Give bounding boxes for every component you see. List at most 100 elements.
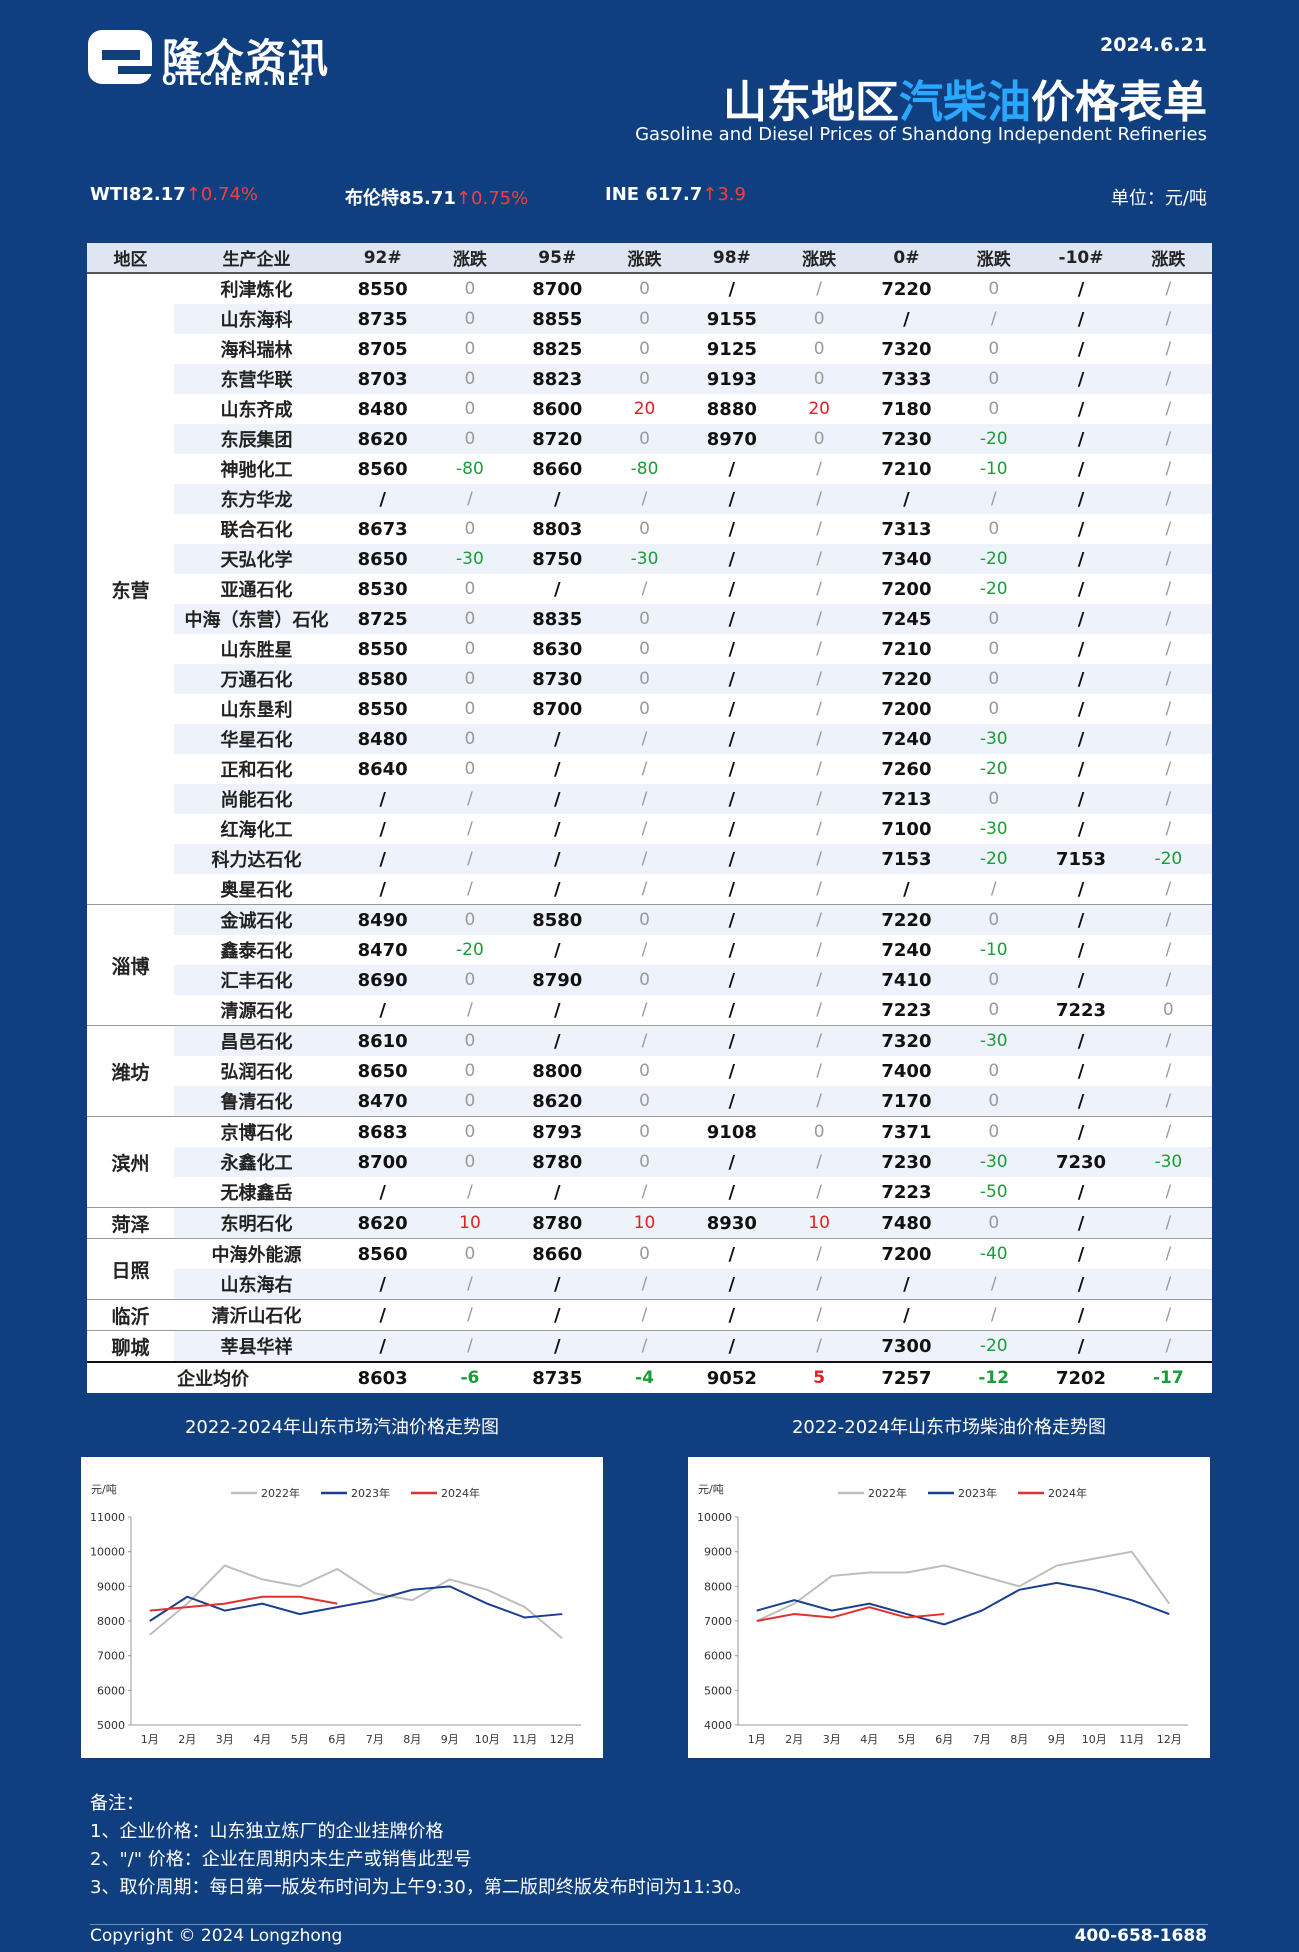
average-cell: 8603 bbox=[339, 1361, 427, 1393]
cell: / bbox=[600, 1177, 689, 1208]
company: 京博石化 bbox=[220, 1123, 293, 1144]
cell: / bbox=[728, 1243, 736, 1265]
company: 山东胜星 bbox=[220, 640, 293, 661]
cell: 8735 bbox=[339, 304, 427, 334]
x-tick-label: 10月 bbox=[1082, 1733, 1107, 1746]
cell: / bbox=[1037, 724, 1125, 754]
cell: / bbox=[467, 819, 473, 839]
column-header: 生产企业 bbox=[174, 243, 339, 274]
cell: -20 bbox=[950, 1330, 1038, 1363]
x-tick-label: 8月 bbox=[1010, 1733, 1028, 1746]
ticker-label: WTI82.17 bbox=[90, 184, 186, 205]
cell: 10 bbox=[775, 1207, 863, 1239]
cell: 8673 bbox=[357, 518, 408, 540]
company: 华星石化 bbox=[174, 724, 339, 754]
cell: / bbox=[600, 874, 689, 905]
cell: / bbox=[1037, 965, 1125, 995]
table-row: 山东垦利 8550 0 8700 0 / / 7200 0 / / bbox=[87, 694, 1212, 724]
cell: 7333 bbox=[862, 364, 951, 394]
table-row: 海科瑞林 8705 0 8825 0 9125 0 7320 0 / / bbox=[87, 334, 1212, 364]
cell: / bbox=[1124, 1269, 1212, 1300]
cell: / bbox=[816, 519, 822, 539]
cell: 8620 bbox=[339, 1207, 427, 1239]
cell: 8700 bbox=[339, 1147, 427, 1177]
y-tick-label: 10000 bbox=[90, 1546, 125, 1559]
cell: / bbox=[688, 784, 776, 814]
cell: / bbox=[816, 940, 822, 960]
cell: / bbox=[513, 1299, 601, 1331]
cell: 8580 bbox=[339, 664, 427, 694]
cell: 0 bbox=[1124, 995, 1212, 1026]
cell: / bbox=[728, 638, 736, 660]
series-line bbox=[149, 1585, 563, 1622]
cell: / bbox=[775, 544, 863, 574]
cell: / bbox=[1165, 699, 1172, 719]
cell: 8720 bbox=[513, 424, 601, 454]
cell: 0 bbox=[988, 279, 1000, 299]
y-tick-label: 9000 bbox=[704, 1546, 732, 1559]
cell: / bbox=[728, 1060, 736, 1082]
cell: / bbox=[1124, 1086, 1212, 1117]
cell: / bbox=[426, 784, 514, 814]
cell: / bbox=[688, 1269, 776, 1300]
cell: / bbox=[641, 579, 648, 599]
cell: / bbox=[816, 639, 822, 659]
cell: / bbox=[513, 1177, 601, 1208]
cell: / bbox=[688, 724, 776, 754]
notes-title: 备注： bbox=[90, 1793, 144, 1814]
region: 淄博 bbox=[87, 904, 174, 1026]
cell: / bbox=[1165, 759, 1172, 779]
table-row: 菏泽 东明石化 8620 10 8780 10 8930 10 7480 0// bbox=[87, 1207, 1212, 1239]
cell: / bbox=[950, 1269, 1038, 1300]
cell: / bbox=[1037, 1177, 1125, 1208]
column-header: 95# bbox=[513, 243, 601, 274]
cell: / bbox=[1037, 1025, 1125, 1056]
cell: / bbox=[553, 818, 561, 840]
table-row: 科力达石化 / / / / //7153 -20 7153 -20 bbox=[87, 844, 1212, 874]
cell: / bbox=[1124, 904, 1212, 935]
company: 红海化工 bbox=[220, 820, 293, 841]
cell: 7320 bbox=[862, 1025, 951, 1056]
phone: 400-658-1688 bbox=[1074, 1926, 1207, 1946]
table-row: 正和石化 8640 0 / / / / 7260 -20 / / bbox=[87, 754, 1212, 784]
cell: / bbox=[1077, 278, 1085, 300]
company: 中海（东营）石化 bbox=[174, 604, 339, 634]
average-cell: 9052 bbox=[688, 1361, 776, 1393]
cell: / bbox=[775, 995, 863, 1026]
cell: / bbox=[1037, 1299, 1125, 1331]
cell: / bbox=[1037, 484, 1125, 514]
cell: / bbox=[1077, 638, 1085, 660]
cell: 0 bbox=[639, 639, 650, 659]
header-row: 地区 生产企业 92# 涨跌 95# 涨跌 98# 涨跌 0# 涨跌 -10# 涨跌 bbox=[87, 243, 1212, 274]
cell: 8600 bbox=[532, 398, 583, 420]
y-tick-label: 5000 bbox=[97, 1719, 125, 1732]
cell: 7480 bbox=[862, 1207, 951, 1239]
cell: / bbox=[600, 995, 689, 1026]
series-line bbox=[149, 1564, 563, 1640]
cell: 0 bbox=[464, 279, 476, 299]
cell: / bbox=[816, 279, 822, 299]
cell: 0 bbox=[464, 759, 476, 779]
logo-en: OILCHEM.NET bbox=[162, 70, 315, 90]
cell: / bbox=[688, 544, 776, 574]
column-header: 0# bbox=[862, 243, 951, 274]
table-row: 奥星石化 / / / / / / / / / / bbox=[87, 874, 1212, 905]
cell: 8780 bbox=[513, 1147, 601, 1177]
title-part: 山东地区 bbox=[723, 77, 899, 128]
cell: / bbox=[339, 995, 427, 1026]
cell: 7210 bbox=[881, 458, 932, 480]
cell: / bbox=[426, 1330, 514, 1363]
cell: 0 bbox=[426, 604, 514, 634]
cell: -20 bbox=[950, 424, 1038, 454]
cell: / bbox=[775, 844, 863, 874]
cell: / bbox=[426, 995, 514, 1026]
cell: 0 bbox=[464, 639, 476, 659]
cell: / bbox=[1165, 459, 1172, 479]
cell: 0 bbox=[639, 1244, 650, 1264]
table-row: 万通石化 8580 0 8730 0//7220 0// bbox=[87, 664, 1212, 694]
cell: 8700 bbox=[532, 698, 583, 720]
cell: / bbox=[641, 759, 648, 779]
table-row: 东营华联 8703 0 8823 0 9193 0 7333 0// bbox=[87, 364, 1212, 394]
ticker-label: 布伦特85.71 bbox=[345, 188, 456, 209]
region: 菏泽 bbox=[87, 1207, 174, 1239]
